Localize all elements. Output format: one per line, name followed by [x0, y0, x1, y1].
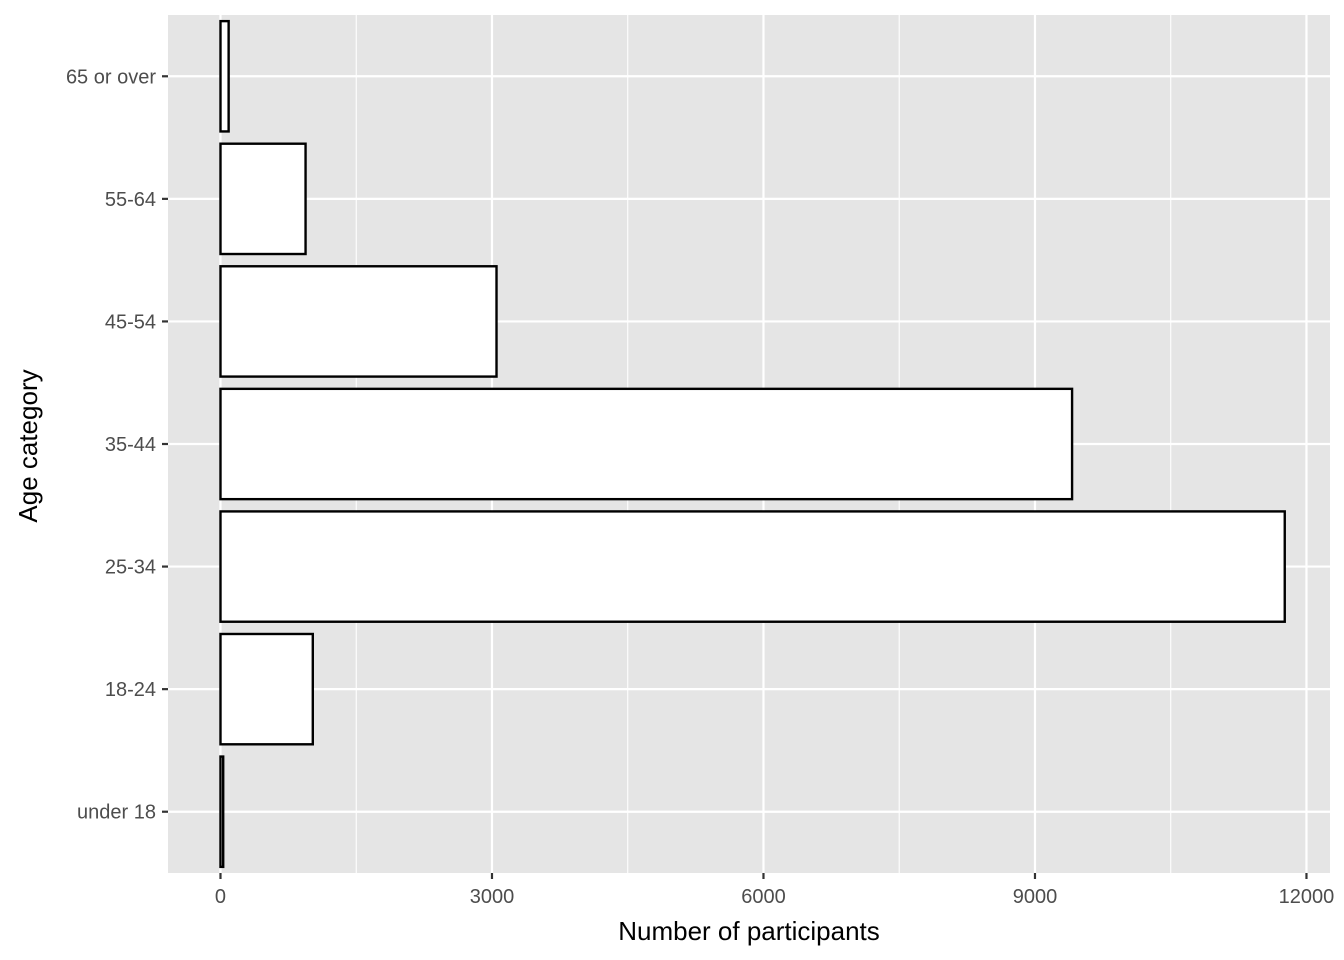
bar-35-44 [219, 387, 1074, 501]
y-tick-label: 65 or over [66, 66, 156, 88]
gridlines [168, 15, 1330, 873]
y-tick-label: under 18 [77, 802, 156, 824]
x-tick-label: 3000 [470, 886, 515, 908]
bar-18-24 [219, 632, 314, 746]
x-tick-label: 12000 [1279, 886, 1335, 908]
x-axis: 0 3000 6000 9000 12000 [215, 873, 1334, 908]
y-tick-label: 18-24 [105, 679, 156, 701]
y-tick-label: 45-54 [105, 311, 156, 333]
bar-25-34 [219, 510, 1286, 623]
bar-45-54 [219, 265, 498, 378]
bar-65-or-over [219, 19, 230, 133]
x-tick-label: 0 [215, 886, 226, 908]
y-axis: under 18 18-24 25-34 35-44 45-54 55-64 65 or o… [66, 66, 168, 824]
y-tick-label: 25-34 [105, 557, 156, 579]
bar-under-18 [219, 755, 225, 869]
bar-55-64 [219, 142, 307, 256]
x-tick-label: 6000 [741, 886, 786, 908]
y-axis-title: Age category [13, 369, 43, 522]
x-axis-title: Number of participants [618, 916, 880, 946]
x-tick-label: 9000 [1013, 886, 1058, 908]
y-tick-label: 55-64 [105, 189, 156, 211]
y-tick-label: 35-44 [105, 434, 156, 456]
bars [219, 19, 1286, 869]
